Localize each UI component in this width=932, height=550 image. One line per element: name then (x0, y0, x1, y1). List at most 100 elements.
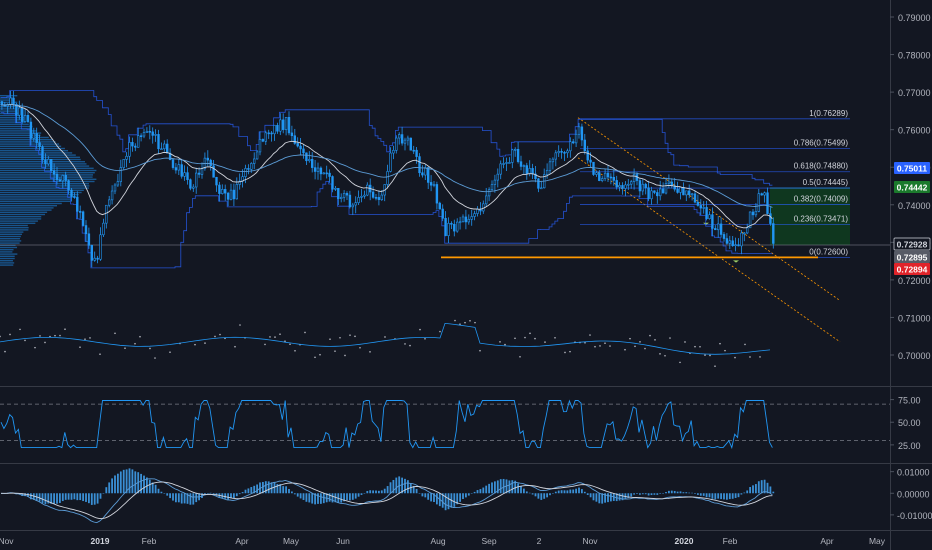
candle-body (287, 117, 291, 134)
candle-body (38, 142, 41, 148)
volume-profile (0, 95, 97, 266)
macd-histogram-bar (554, 491, 557, 494)
macd-histogram-bar (206, 493, 209, 494)
macd-histogram-bar (769, 486, 772, 494)
macd-histogram-bar (389, 482, 392, 494)
candle-body (221, 189, 224, 194)
candle-body (664, 183, 668, 194)
volume-profile-bar (0, 242, 20, 244)
indicator-dot (204, 342, 206, 344)
time-axis-label: Apr (820, 536, 833, 546)
candle-body (389, 152, 392, 172)
volume-profile-bar (0, 235, 21, 238)
volume-profile-bar (0, 130, 37, 132)
indicator-dot (544, 341, 546, 343)
candle-body (279, 119, 282, 132)
macd-histogram-bar (53, 493, 55, 504)
macd-histogram-bar (412, 485, 415, 494)
macd-pane[interactable]: 0.01000 0.00000 -0.01000 (0, 468, 932, 524)
indicator-dot (54, 334, 56, 337)
candle-body (81, 211, 85, 226)
indicator-dot (659, 353, 661, 355)
macd-histogram-bar (737, 493, 740, 498)
indicator-dot (569, 350, 571, 353)
indicator-dot (334, 350, 336, 352)
macd-histogram-bar (250, 487, 253, 494)
candlestick-series[interactable] (0, 90, 775, 268)
step-lower-line (1, 112, 773, 269)
macd-histogram-bar (676, 491, 679, 494)
volume-profile-bar (0, 213, 46, 216)
candle-body (73, 196, 76, 198)
indicator-dot (554, 336, 556, 339)
candle-body (618, 185, 621, 188)
macd-histogram-bar (424, 493, 427, 498)
time-axis-label: Aug (430, 536, 445, 546)
volume-profile-bar (0, 143, 60, 145)
candle-body (502, 163, 505, 165)
volume-profile-bar (0, 165, 90, 167)
macd-histogram-bar (296, 493, 299, 497)
macd-histogram-bar (418, 493, 421, 494)
time-axis[interactable]: Nov 2019 Feb Apr May Jun Aug Sep 2 Nov 2020 Feb Apr M… (0, 536, 886, 546)
candle-body (464, 216, 468, 223)
rsi-tick-label: 50.00 (898, 418, 921, 428)
indicator-dot (64, 328, 66, 330)
volume-profile-bar (0, 169, 97, 172)
candle-body (374, 197, 378, 199)
candle-body (145, 130, 149, 133)
macd-histogram-bar (380, 490, 383, 494)
macd-histogram-bar (209, 492, 212, 494)
candle-body (641, 183, 645, 192)
macd-histogram-bar (151, 482, 154, 494)
volume-profile-bar (0, 123, 29, 125)
macd-histogram-bar (363, 493, 366, 494)
candle-body (397, 134, 401, 139)
macd-histogram-bar (238, 493, 241, 495)
macd-histogram-bar (247, 488, 250, 494)
candle-body (215, 176, 218, 186)
candle-body (308, 159, 311, 162)
volume-profile-bar (0, 191, 82, 194)
volume-profile-bar (0, 187, 89, 189)
candle-body (299, 145, 302, 150)
indicator-dot (314, 356, 316, 359)
macd-histogram-bar (708, 493, 711, 498)
candle-body (685, 190, 688, 196)
candle-body (354, 202, 357, 206)
candle-body (137, 135, 140, 148)
volume-profile-bar (0, 125, 33, 128)
indicator-dot (584, 341, 586, 344)
candle-body (679, 187, 682, 193)
macd-histogram-bar (604, 493, 606, 503)
candle-body (493, 179, 497, 185)
indicator-dot (344, 354, 346, 357)
macd-histogram-bar (543, 493, 546, 499)
candle-body (171, 159, 175, 168)
macd-histogram-bar (175, 493, 177, 503)
volume-profile-bar (0, 101, 18, 103)
candle-body (708, 214, 711, 220)
macd-histogram-bar (360, 493, 363, 495)
price-badge (893, 237, 931, 251)
price-tick-label: 0.71000 (898, 313, 931, 323)
candle-body (745, 227, 749, 234)
rsi-pane[interactable]: 75.00 50.00 25.00 (0, 396, 921, 451)
candle-body (740, 232, 743, 247)
macd-histogram-bar (311, 493, 314, 504)
indicator-dot (524, 336, 526, 339)
macd-histogram-bar (334, 493, 337, 503)
candle-body (624, 184, 627, 189)
candle-body (447, 223, 450, 236)
macd-histogram-bar (38, 493, 41, 502)
macd-histogram-bar (148, 479, 151, 494)
fib-level-label: 0(0.72600) (809, 247, 848, 256)
macd-histogram-bar (569, 489, 572, 494)
candle-body (600, 178, 604, 181)
volume-profile-bar (0, 117, 25, 119)
candle-body (76, 196, 79, 212)
indicator-dot (9, 333, 11, 336)
volume-profile-bar (0, 255, 15, 257)
